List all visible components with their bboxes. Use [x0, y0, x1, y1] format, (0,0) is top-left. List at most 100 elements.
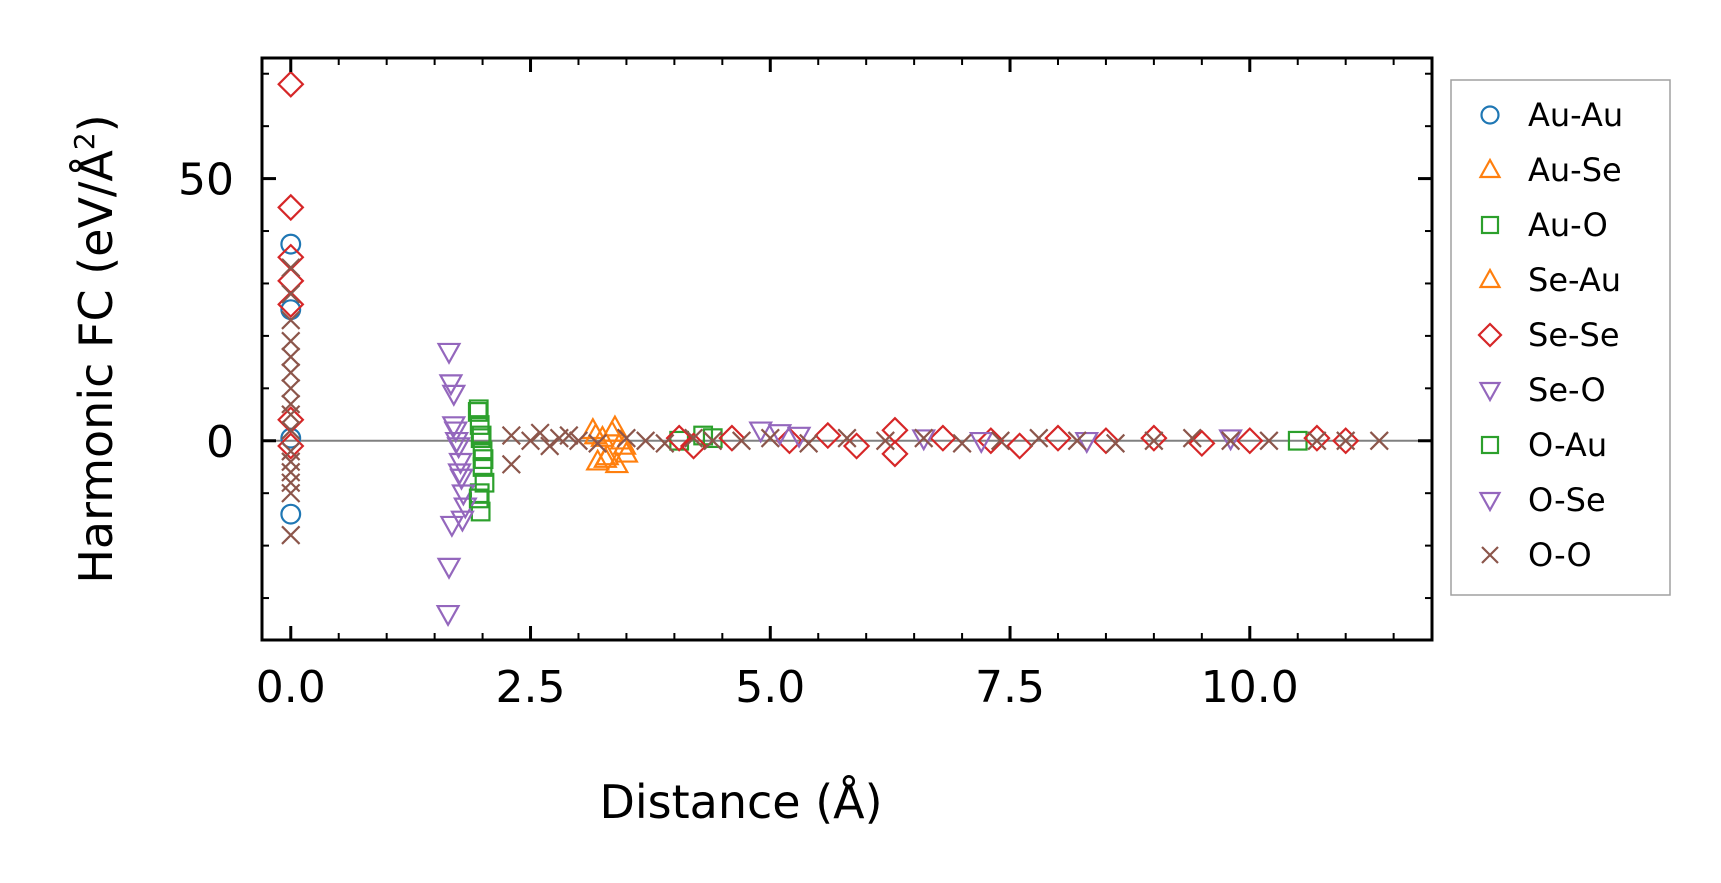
series-o-se	[441, 416, 1243, 533]
data-point-se-se	[277, 406, 305, 434]
data-point-o-o	[281, 452, 301, 472]
data-point-o-se	[911, 429, 937, 452]
data-point-se-se	[1005, 432, 1034, 460]
data-point-se-se	[277, 193, 305, 222]
data-point-o-o	[281, 473, 301, 493]
legend-label: Se-Se	[1528, 316, 1620, 354]
legend-marker-au-se	[1478, 157, 1502, 179]
data-point-o-o	[1029, 428, 1049, 448]
data-point-o-o	[530, 423, 550, 443]
data-point-o-o	[281, 347, 301, 367]
legend-item-au-au: Au-Au	[1480, 96, 1623, 134]
data-point-se-se	[1236, 427, 1264, 455]
axis-ticks: 0.0 2.5 5.0 7.5 10.0 0 50	[178, 58, 1432, 713]
y-axis-title: Harmonic FC (eV/Å2)	[68, 114, 123, 583]
data-point-se-se	[977, 427, 1005, 455]
data-point-o-o	[588, 433, 608, 453]
legend-marker-se-o	[1478, 381, 1502, 403]
legend: Au-Au Au-Se Au-O Se-Au Se-Se Se-O O-Au O-Se O-O	[1450, 79, 1671, 596]
data-point-o-o	[1307, 431, 1327, 451]
data-point-o-o	[281, 310, 301, 330]
data-point-o-au	[471, 425, 492, 446]
series-o-o	[281, 258, 1389, 545]
legend-label: Se-O	[1528, 371, 1606, 409]
data-point-se-o	[448, 452, 473, 475]
data-point-o-o	[731, 431, 752, 451]
data-point-au-o	[469, 415, 490, 435]
data-point-o-au	[473, 449, 494, 470]
data-point-se-se	[881, 440, 909, 468]
data-point-se-o	[451, 484, 476, 507]
legend-marker-au-au	[1480, 105, 1500, 125]
data-point-se-o	[435, 604, 461, 628]
data-point-o-o	[281, 483, 301, 503]
data-point-o-o	[281, 394, 301, 414]
legend-item-o-se: O-Se	[1478, 481, 1606, 519]
data-point-se-se	[718, 424, 746, 452]
data-point-o-o	[281, 331, 301, 351]
data-point-o-se	[441, 416, 467, 439]
legend-item-se-se: Se-Se	[1477, 316, 1620, 354]
data-point-se-au	[593, 445, 618, 468]
legend-marker-se-se	[1477, 322, 1503, 348]
legend-item-au-se: Au-Se	[1478, 151, 1622, 189]
data-point-se-se	[929, 424, 957, 452]
axes-frame	[260, 56, 1434, 642]
legend-label: O-Au	[1528, 426, 1607, 464]
legend-marker-au-o	[1480, 215, 1500, 235]
data-point-o-o	[636, 431, 656, 451]
legend-item-o-o: O-O	[1481, 536, 1592, 574]
data-point-o-o	[559, 425, 579, 446]
legend-item-o-au: O-Au	[1480, 426, 1607, 464]
legend-marker-se-au	[1478, 267, 1502, 289]
plot-area	[262, 70, 1432, 628]
y-axis-title-main: Harmonic FC (eV/Å	[69, 150, 123, 584]
data-point-o-o	[952, 433, 972, 453]
data-point-o-o	[1105, 433, 1126, 453]
data-point-o-o	[703, 431, 723, 451]
data-point-o-o	[655, 433, 675, 453]
data-point-au-se	[614, 440, 639, 463]
legend-label: Au-Au	[1528, 96, 1623, 134]
y-axis-title-superscript: 2	[68, 132, 101, 150]
legend-label: Se-Au	[1528, 261, 1621, 299]
x-tick-label: 2.5	[496, 662, 566, 713]
data-point-o-o	[683, 428, 704, 448]
x-axis-title: Distance (Å)	[599, 775, 882, 829]
data-point-se-o	[436, 342, 462, 365]
data-point-o-se	[1218, 429, 1243, 452]
legend-item-se-o: Se-O	[1478, 371, 1606, 409]
data-point-o-o	[281, 420, 301, 440]
data-point-au-o	[702, 428, 723, 449]
data-point-au-se	[590, 424, 615, 447]
data-point-au-o	[474, 472, 495, 493]
data-point-o-o	[501, 454, 521, 474]
data-point-o-o	[501, 425, 521, 446]
data-point-o-o	[616, 428, 637, 448]
data-point-o-o	[568, 431, 589, 451]
y-axis-title-close: )	[69, 114, 123, 132]
data-point-o-au	[468, 488, 489, 509]
data-point-o-o	[1067, 431, 1087, 451]
data-point-se-se	[1140, 424, 1168, 452]
data-point-se-se	[1303, 424, 1331, 452]
data-point-se-se	[1188, 429, 1216, 458]
data-point-o-o	[1221, 431, 1241, 451]
data-point-se-se	[1044, 424, 1072, 452]
series-o-au	[468, 399, 494, 509]
data-point-se-se	[277, 70, 305, 98]
data-point-o-o	[281, 462, 301, 482]
series-se-se	[277, 70, 1360, 468]
data-point-o-au	[468, 399, 489, 420]
data-point-se-se	[814, 421, 842, 450]
data-point-se-se	[1092, 427, 1120, 455]
legend-marker-o-o	[1481, 546, 1499, 564]
series-se-o	[435, 342, 478, 628]
data-point-o-se	[447, 463, 472, 486]
data-point-o-se	[444, 431, 470, 455]
data-point-o-o	[1259, 431, 1279, 451]
data-point-au-se	[604, 451, 630, 474]
data-point-se-se	[842, 432, 871, 460]
legend-item-se-au: Se-Au	[1478, 261, 1621, 299]
data-point-o-o	[1369, 431, 1389, 451]
